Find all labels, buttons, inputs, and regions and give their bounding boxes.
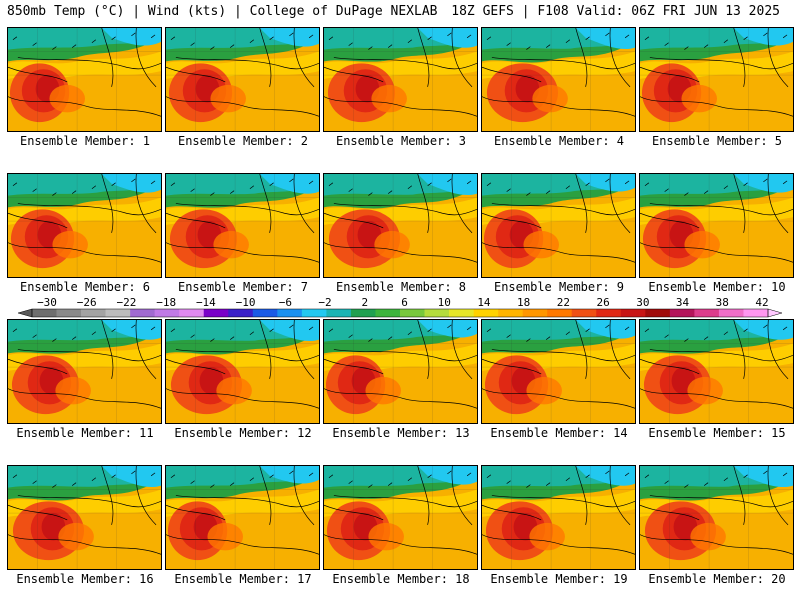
ensemble-member-caption: Ensemble Member: 5 — [651, 134, 783, 148]
colorbar-swatch — [547, 309, 573, 317]
colorbar-tick-label: −26 — [77, 296, 97, 309]
colorbar-tick-label: −22 — [117, 296, 137, 309]
ensemble-member-map — [323, 27, 478, 132]
colorbar-tick-label: −2 — [318, 296, 331, 309]
ensemble-member-map — [481, 465, 636, 570]
ensemble-member-caption: Ensemble Member: 17 — [174, 572, 312, 586]
colorbar-swatch — [449, 309, 474, 317]
ensemble-member-caption: Ensemble Member: 12 — [174, 426, 312, 440]
ensemble-member-map — [481, 27, 636, 132]
ensemble-member-caption: Ensemble Member: 10 — [648, 280, 786, 294]
colorbar-swatch — [105, 309, 131, 317]
colorbar-tick-label: 6 — [401, 296, 408, 309]
colorbar-swatch — [130, 309, 155, 317]
colorbar-tick-label: 30 — [636, 296, 649, 309]
colorbar-outline — [31, 308, 769, 318]
colorbar-tick-label: −30 — [37, 296, 57, 309]
colorbar-swatch — [228, 309, 254, 317]
colorbar-swatch — [301, 309, 327, 317]
ensemble-member-caption: Ensemble Member: 16 — [16, 572, 154, 586]
colorbar-tick-label: 34 — [676, 296, 690, 309]
colorbar-swatch — [669, 309, 695, 317]
colorbar-tick-label: −14 — [196, 296, 216, 309]
ensemble-member-caption: Ensemble Member: 2 — [177, 134, 309, 148]
colorbar-tick-label: 26 — [596, 296, 609, 309]
ensemble-member-map — [165, 465, 320, 570]
map-title: 850mb Temp (°C) | Wind (kts) | College o… — [7, 4, 438, 19]
ensemble-member-map — [7, 465, 162, 570]
colorbar-swatch — [473, 309, 499, 317]
ensemble-member-caption: Ensemble Member: 9 — [493, 280, 625, 294]
colorbar-swatch — [424, 309, 450, 317]
ensemble-member-caption: Ensemble Member: 3 — [335, 134, 467, 148]
colorbar-tick-label: 18 — [517, 296, 530, 309]
ensemble-member-caption: Ensemble Member: 13 — [332, 426, 470, 440]
colorbar-swatch — [596, 309, 622, 317]
colorbar-swatch — [375, 309, 401, 317]
colorbar-swatch — [743, 309, 769, 317]
ensemble-member-caption: Ensemble Member: 18 — [332, 572, 470, 586]
ensemble-member-caption: Ensemble Member: 7 — [177, 280, 309, 294]
temperature-colorbar: −30 −26 −22 −18 −14 −10 −6 −2 2 6 10 14 18 22 26 30 34 38… — [17, 296, 783, 318]
colorbar-tick-label: 10 — [438, 296, 451, 309]
colorbar-swatch — [326, 309, 352, 317]
colorbar-swatch — [718, 309, 744, 317]
colorbar-max-arrow — [767, 308, 783, 318]
colorbar-tick-label: 2 — [361, 296, 368, 309]
colorbar-tick-label: −10 — [236, 296, 256, 309]
ensemble-member-caption: Ensemble Member: 6 — [19, 280, 151, 294]
ensemble-member-map — [165, 173, 320, 278]
colorbar-swatch — [203, 309, 229, 317]
colorbar-tick-label: −6 — [279, 296, 292, 309]
ensemble-member-map — [481, 173, 636, 278]
colorbar-swatch — [252, 309, 278, 317]
ensemble-member-map — [165, 27, 320, 132]
ensemble-member-caption: Ensemble Member: 19 — [490, 572, 628, 586]
ensemble-member-map — [323, 465, 478, 570]
ensemble-member-caption: Ensemble Member: 15 — [648, 426, 786, 440]
ensemble-member-map — [7, 27, 162, 132]
colorbar-tick-label: −18 — [156, 296, 176, 309]
colorbar-swatch — [277, 309, 303, 317]
ensemble-member-caption: Ensemble Member: 20 — [648, 572, 786, 586]
colorbar-swatch — [694, 309, 720, 317]
colorbar-swatch — [400, 309, 425, 317]
colorbar-swatch — [522, 309, 548, 317]
colorbar-tick-label: 42 — [755, 296, 768, 309]
ensemble-member-map — [7, 173, 162, 278]
ensemble-member-map — [639, 173, 794, 278]
ensemble-member-map — [481, 319, 636, 424]
ensemble-member-caption: Ensemble Member: 14 — [490, 426, 628, 440]
model-run-info: 18Z GEFS | F108 Valid: 06Z FRI JUN 13 20… — [451, 4, 780, 19]
ensemble-member-caption: Ensemble Member: 11 — [16, 426, 154, 440]
ensemble-member-map — [7, 319, 162, 424]
colorbar-swatch — [32, 309, 57, 317]
ensemble-member-caption: Ensemble Member: 1 — [19, 134, 151, 148]
colorbar-tick-label: 38 — [716, 296, 729, 309]
ensemble-member-map — [639, 319, 794, 424]
colorbar-swatch — [154, 309, 180, 317]
colorbar-swatch — [81, 309, 106, 317]
colorbar-swatch — [179, 309, 205, 317]
colorbar-tick-label: 14 — [477, 296, 491, 309]
colorbar-swatch — [350, 309, 376, 317]
colorbar-swatch — [645, 309, 671, 317]
ensemble-member-map — [639, 27, 794, 132]
colorbar-tick-label: 22 — [557, 296, 570, 309]
ensemble-member-caption: Ensemble Member: 4 — [493, 134, 625, 148]
ensemble-member-map — [165, 319, 320, 424]
colorbar-swatch — [56, 309, 82, 317]
colorbar-swatch — [498, 309, 523, 317]
ensemble-member-map — [323, 319, 478, 424]
ensemble-member-caption: Ensemble Member: 8 — [335, 280, 467, 294]
colorbar-swatch — [571, 309, 597, 317]
ensemble-member-map — [639, 465, 794, 570]
colorbar-swatch — [620, 309, 646, 317]
ensemble-member-map — [323, 173, 478, 278]
colorbar-min-arrow — [17, 308, 33, 318]
